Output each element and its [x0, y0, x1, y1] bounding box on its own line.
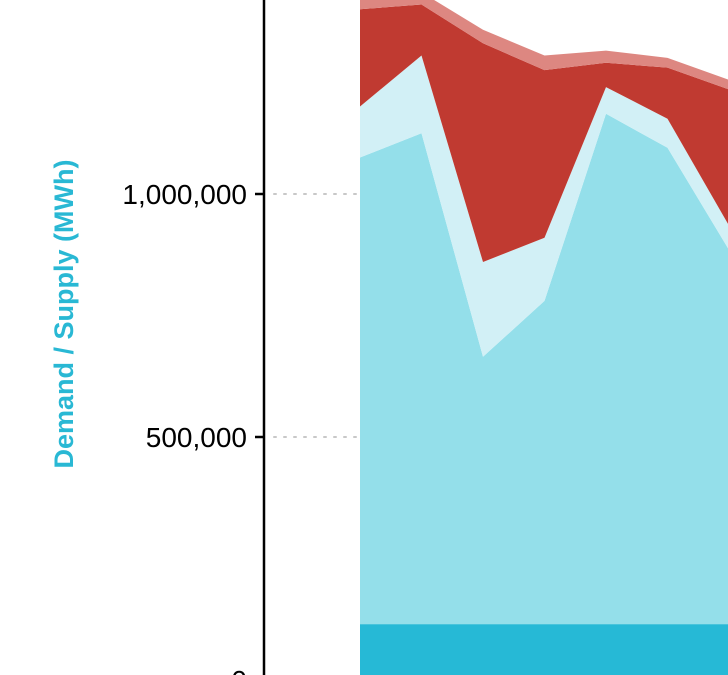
area-series-5	[360, 0, 728, 90]
y-tick-label: 500,000	[146, 422, 247, 453]
y-axis-ticks: 0 500,000 1,000,000	[122, 179, 264, 675]
y-axis-title: Demand / Supply (MWh)	[49, 160, 79, 469]
gridlines	[273, 193, 357, 438]
area-series-4	[360, 4, 728, 262]
area-series-group	[360, 0, 728, 675]
area-series-2	[360, 113, 728, 625]
y-tick-label: 1,000,000	[122, 179, 247, 210]
y-tick-label: 0	[231, 665, 247, 675]
area-series-1	[360, 624, 728, 675]
area-series-3	[360, 55, 728, 357]
